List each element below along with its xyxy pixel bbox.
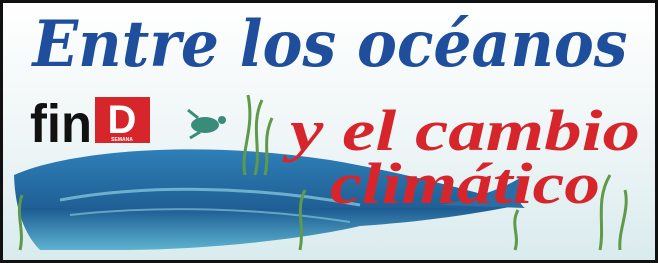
subtitle-line: climático [330,151,600,216]
logo-word: fin [30,94,92,154]
banner: Entre los océanos fin D SEMANA y el camb… [0,0,658,263]
logo-letter: D [108,98,137,142]
logo-tag: SEMANA [111,137,133,143]
title: Entre los océanos [31,7,628,82]
